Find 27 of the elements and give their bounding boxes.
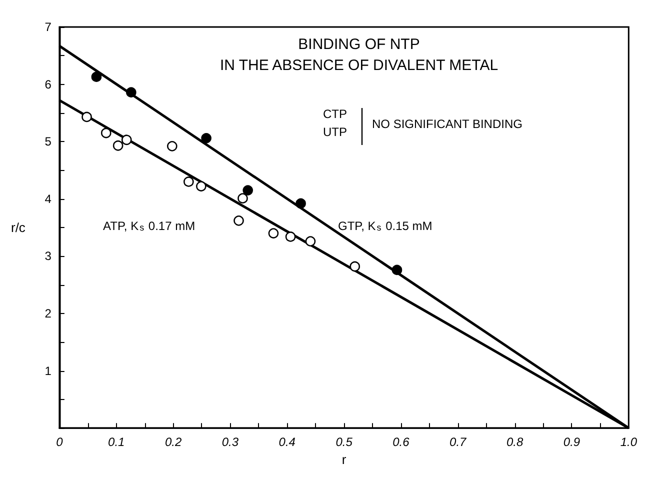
y-tick-label: 7 [44, 20, 52, 34]
y-tick-label: 6 [44, 77, 52, 92]
x-tick-label: 0.4 [278, 435, 296, 450]
x-tick-label: 0.9 [563, 435, 580, 450]
y-tick-label: 4 [44, 192, 52, 206]
annotation: ATP, Ks 0.17 mM [103, 219, 196, 233]
x-tick-label: 0.2 [164, 435, 182, 450]
x-tick-label: 0.5 [336, 435, 353, 450]
y-tick-label: 1 [44, 364, 52, 378]
y-axis-title: r/c [10, 220, 26, 236]
annotation: UTP [323, 125, 347, 139]
text: BINDING OF NTP [298, 36, 420, 53]
x-tick-label: 0.1 [108, 435, 125, 450]
x-axis-title: r [342, 452, 347, 467]
x-tick-label: 0 [56, 435, 64, 450]
y-tick-label: 3 [44, 249, 52, 264]
text: IN THE ABSENCE OF DIVALENT METAL [220, 57, 498, 74]
x-tick-label: 0.3 [222, 435, 239, 450]
x-tick-label: 0.7 [450, 435, 468, 450]
x-tick-label: 0.6 [392, 435, 410, 450]
x-tick-label: 1.0 [620, 435, 638, 450]
annotation: GTP, Ks 0.15 mM [338, 219, 432, 233]
annotation: NO SIGNIFICANT BINDING [372, 117, 522, 131]
x-tick-label: 0.8 [506, 435, 524, 450]
y-tick-label: 2 [44, 306, 52, 320]
y-tick-label: 5 [44, 134, 52, 149]
annotation: CTP [323, 107, 347, 121]
